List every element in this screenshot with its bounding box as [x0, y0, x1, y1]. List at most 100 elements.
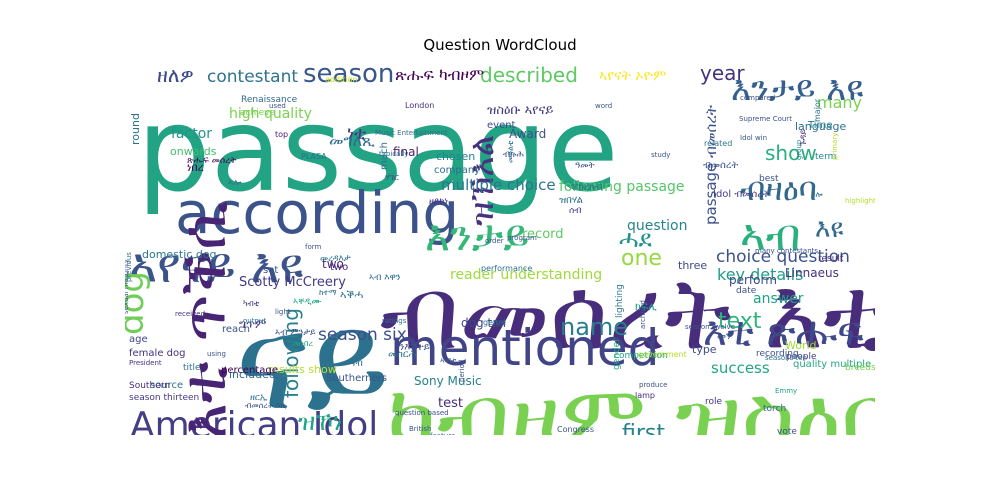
word-86: Southern	[129, 381, 170, 391]
word-135: light	[275, 308, 291, 316]
word-157: ብዙሕ	[503, 150, 524, 160]
word-20: text	[718, 309, 762, 334]
word-114: study	[651, 151, 670, 159]
word-139: President	[129, 359, 162, 367]
word-100: breeds	[845, 363, 875, 373]
word-104: competition	[614, 351, 668, 361]
word-43: success	[711, 359, 770, 377]
word-109: Congress	[557, 425, 594, 434]
wordcloud-area: passage ብመሰረት እቲ ካብዞም ዝስዕቡ ናይ mentioned accor…	[125, 60, 875, 435]
word-138: using	[207, 350, 226, 358]
word-152: ጉዳይ	[799, 129, 809, 146]
word-118: major	[813, 98, 822, 122]
word-78: source	[150, 380, 183, 391]
word-58: test	[438, 396, 463, 411]
word-141: sexual maturity	[125, 259, 130, 314]
word-172: ኣብ ምንታይ	[275, 328, 316, 338]
word-0: passage	[137, 83, 619, 218]
word-10: ኣብ	[740, 210, 801, 261]
word-166: ዘይኮነ	[429, 197, 448, 207]
word-160: ሃገር	[385, 173, 399, 183]
word-71: ንኽረክብ	[571, 182, 603, 193]
word-42: question	[627, 218, 687, 234]
word-117: Emmy	[775, 387, 797, 395]
word-111: top	[275, 130, 288, 139]
word-121: Idol win	[740, 134, 767, 142]
word-170: ጽሑፍ መሰረት	[187, 156, 236, 166]
word-77: type	[692, 343, 717, 356]
word-32: season six	[318, 325, 407, 345]
chart-title: Question WordCloud	[423, 36, 577, 54]
word-25: እዩ	[815, 214, 843, 244]
word-73: ብመሰረት	[703, 160, 738, 171]
word-52: language	[795, 120, 846, 133]
word-129: seasons ten	[765, 354, 807, 362]
word-126: feature	[430, 432, 455, 435]
word-13: እንታይ እዩ	[731, 69, 863, 109]
word-57: record	[522, 227, 564, 242]
word-132: ratings	[382, 317, 407, 325]
word-8: እቲ ጥቕሲ	[167, 200, 240, 435]
word-69: መግለጺ	[329, 131, 375, 150]
word-136: form	[305, 243, 322, 251]
word-41: following passage	[559, 179, 685, 195]
word-125: British	[409, 425, 431, 433]
word-48: results show	[268, 363, 337, 376]
word-74: ነበረ	[187, 161, 204, 174]
word-156: ኣቐዲሙ	[293, 297, 322, 307]
word-116: word	[595, 102, 612, 110]
word-150: ንእሽተይ	[399, 342, 430, 353]
word-3: ናይ	[235, 283, 390, 435]
word-83: title	[183, 363, 201, 373]
word-103: recording	[756, 349, 799, 359]
word-81: reach	[222, 324, 250, 335]
word-113: related	[704, 139, 732, 148]
word-151: መስርሕ	[388, 349, 417, 360]
word-144: archbird	[639, 300, 647, 329]
word-153: ናብ	[351, 359, 363, 369]
word-51: Idol ብመሰረት	[713, 189, 770, 200]
word-171: መረዳእታ	[320, 254, 351, 264]
word-66: chosen	[436, 150, 475, 163]
word-39: factor	[171, 126, 212, 142]
word-33: choice question	[716, 247, 850, 267]
word-36: answer	[753, 291, 804, 307]
word-46: two	[322, 257, 344, 271]
word-102: torch	[763, 404, 786, 414]
word-72: ክፍሊ	[635, 300, 657, 313]
word-154: መን	[717, 331, 731, 342]
word-82: two	[330, 262, 348, 273]
word-161: ዓመት	[575, 161, 595, 171]
word-34: key details	[717, 265, 803, 284]
word-67: ዝስዕቡ ኣየናይ	[487, 103, 553, 118]
word-97: best	[759, 174, 779, 184]
word-17: dog	[125, 271, 152, 335]
word-24: ሓደ	[619, 225, 652, 253]
word-169: ብመሰረት እዚ	[245, 401, 286, 410]
word-137: period	[458, 360, 466, 382]
word-75: ግጥም	[239, 317, 266, 331]
word-165: ኣብቲ	[440, 356, 457, 365]
word-167: ኣሎ	[228, 178, 241, 188]
word-94: result	[818, 254, 844, 264]
word-149: much	[379, 142, 390, 170]
word-130: season twelve	[685, 323, 735, 331]
word-110: London	[405, 101, 434, 110]
word-158: ሰብ	[569, 206, 581, 216]
word-142: Music Entertainment	[375, 129, 448, 137]
word-30: year	[700, 61, 745, 85]
word-120: group	[795, 139, 803, 160]
word-35: passage ብመሰረት	[702, 105, 720, 225]
word-6: ኣየናይ እዩ	[129, 238, 303, 294]
word-163: ከተማ	[319, 288, 337, 297]
word-143: highlighted	[845, 197, 875, 205]
word-76: ኣቕሓ	[340, 288, 363, 301]
word-99: role	[705, 397, 723, 407]
word-85: season thirteen	[129, 393, 199, 403]
word-21: show	[765, 141, 817, 165]
word-9: እንታይ	[425, 211, 529, 260]
word-59: Sony Music	[414, 374, 482, 388]
word-50: three	[678, 259, 707, 272]
